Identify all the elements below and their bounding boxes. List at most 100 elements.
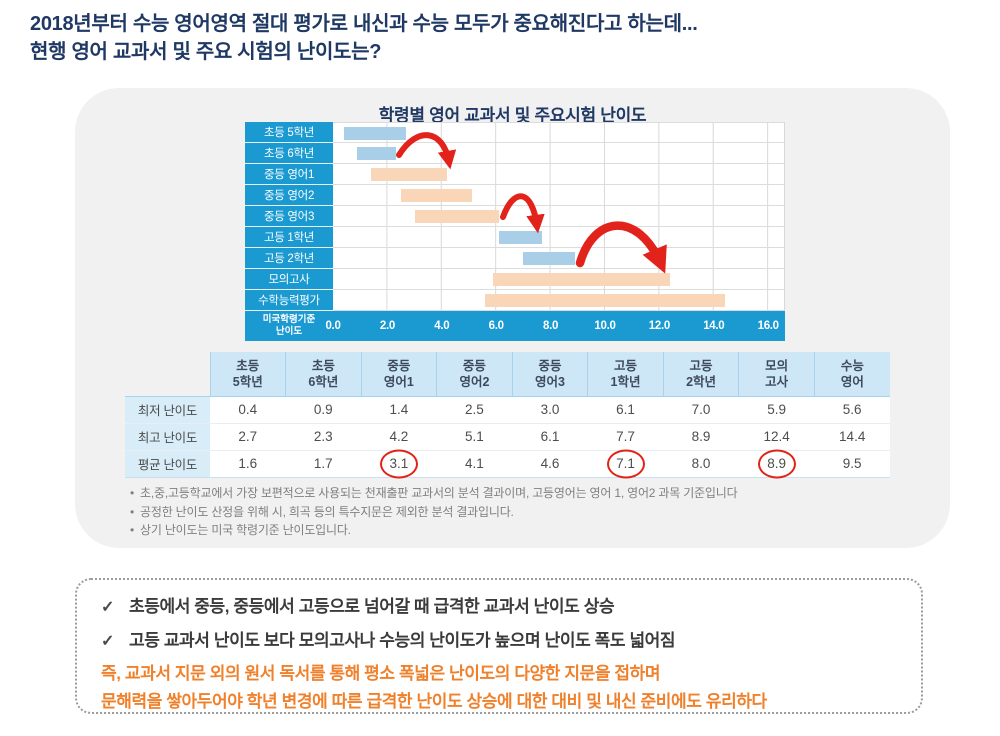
- column-header: 수능 영어: [813, 352, 890, 397]
- column-header-line2: 영어3: [534, 374, 565, 389]
- column-header-line1: 초등: [236, 358, 260, 373]
- value-text: 7.1: [616, 456, 635, 471]
- value-text: 5.1: [465, 429, 484, 444]
- chart-row-label: 중등 영어3: [245, 206, 333, 227]
- column-header: 모의 고사: [738, 352, 815, 397]
- value-cell: 4.1: [436, 450, 513, 478]
- range-bar: [523, 252, 576, 265]
- value-cell: 1.4: [361, 396, 437, 424]
- chart-row: 수학능력평가: [245, 290, 785, 311]
- axis-tick: 16.0: [757, 320, 779, 332]
- column-header-line1: 고등: [614, 358, 638, 373]
- column-header-line1: 초등: [311, 358, 335, 373]
- value-text: 4.6: [540, 456, 560, 471]
- column-header-line2: 영어2: [459, 374, 490, 389]
- range-bar: [343, 127, 407, 140]
- value-cell: 4.6: [512, 450, 588, 478]
- value-text: 4.2: [389, 429, 409, 444]
- value-cell: 2.7: [210, 423, 286, 451]
- chart-row: 초등 5학년: [245, 122, 785, 143]
- column-header: 중등 영어1: [360, 352, 437, 397]
- chart-row-plot: [333, 185, 785, 206]
- chart-row: 중등 영어1: [245, 164, 785, 185]
- column-header: 고등 2학년: [662, 352, 739, 397]
- value-cell: 5.9: [738, 396, 815, 424]
- axis-tick: 14.0: [703, 320, 725, 332]
- check-list: ✓ 초등에서 중등, 중등에서 고등으로 넘어갈 때 급격한 교과서 난이도 상승…: [101, 592, 911, 651]
- chart-row-label: 모의고사: [245, 269, 333, 290]
- chart-row-plot: [333, 290, 785, 311]
- bullet-icon: •: [130, 486, 135, 500]
- chart-row-label: 고등 1학년: [245, 227, 333, 248]
- value-text: 12.4: [763, 429, 790, 444]
- value-cell: 5.6: [814, 396, 890, 424]
- footnote: • 초,중,고등학교에서 가장 보편적으로 사용되는 천재출판 교과서의 분석 결…: [130, 484, 738, 503]
- axis-tick: 6.0: [488, 320, 504, 332]
- value-cell: 3.0: [512, 396, 588, 424]
- axis-ticks: 0.0 2.0 4.0 6.0 8.0 10.0 12.0 14.0 16.0: [325, 311, 785, 341]
- row-label: 최고 난이도: [125, 423, 210, 451]
- axis-tick: 2.0: [379, 320, 395, 332]
- chart-row: 초등 6학년: [245, 143, 785, 164]
- value-text: 4.1: [465, 456, 484, 471]
- value-cell: 12.4: [738, 423, 815, 451]
- column-header: 중등 영어3: [511, 352, 588, 397]
- value-cell: 2.5: [436, 396, 513, 424]
- x-axis-label-line1: 미국학령기준: [262, 313, 316, 325]
- column-header-line2: 6학년: [308, 374, 339, 389]
- value-text: 3.1: [389, 456, 409, 471]
- table-row: 최저 난이도 0.4 0.9 1.4 2.5 3.0 6.1 7.0 5.9 5.6: [125, 396, 890, 424]
- range-bar: [414, 210, 499, 223]
- value-text: 14.4: [839, 429, 866, 444]
- range-bar: [371, 168, 448, 181]
- chart-row-plot: [333, 143, 785, 164]
- value-text: 2.7: [238, 429, 258, 444]
- footnote: • 상기 난이도는 미국 학령기준 난이도입니다.: [130, 521, 737, 540]
- value-cell: 4.2: [361, 423, 437, 451]
- x-axis: 미국학령기준 난이도 0.0 2.0 4.0 6.0 8.0 10.0 12.0 14.0 16…: [245, 311, 785, 341]
- column-header-line2: 1학년: [610, 374, 641, 389]
- range-bar: [498, 231, 543, 244]
- value-text: 3.0: [540, 402, 560, 417]
- value-cell: 5.1: [436, 423, 513, 451]
- axis-tick: 8.0: [543, 320, 559, 332]
- value-cell: 0.9: [285, 396, 362, 424]
- column-header-line1: 수능: [840, 358, 864, 373]
- column-header-line1: 중등: [538, 358, 562, 373]
- page-title: 2018년부터 수능 영어영역 절대 평가로 내신과 수능 모두가 중요해진다고…: [30, 10, 698, 67]
- chart-row-plot: [333, 248, 785, 269]
- bullet-icon: •: [130, 504, 135, 519]
- highlight-lines: 즉, 교과서 지문 외의 원서 독서를 통해 평소 폭넓은 난이도의 다양한 지…: [101, 660, 911, 715]
- x-axis-label-line2: 난이도: [275, 326, 303, 337]
- value-cell: 14.4: [814, 423, 890, 451]
- analysis-card: 학령별 영어 교과서 및 주요시험 난이도 초등 5학년 초등 6학년 중등 영어1…: [75, 88, 950, 548]
- value-cell: 1.6: [210, 450, 286, 478]
- axis-tick: 10.0: [594, 320, 616, 332]
- chart-rows: 초등 5학년 초등 6학년 중등 영어1 중등 영어2 중등 영어3 고등 1학년 고등 2…: [245, 122, 785, 311]
- value-text: 6.1: [616, 402, 635, 417]
- table-header-row: 초등 5학년 초등 6학년 중등 영어1 중등 영어2 중등 영어3 고등 1학년 고등 2학년 모의 고사 수…: [125, 352, 890, 397]
- highlight-text: 즉, 교과서 지문 외의 원서 독서를 통해 평소 폭넓은 난이도의 다양한 지…: [101, 664, 661, 683]
- column-header-line2: 영어: [840, 374, 864, 389]
- chart-row-label: 초등 6학년: [245, 143, 333, 164]
- chart-row: 중등 영어3: [245, 206, 785, 227]
- column-header-line2: 2학년: [686, 374, 717, 389]
- value-cell: 9.5: [814, 450, 890, 478]
- value-text: 6.1: [540, 429, 560, 444]
- value-cell: 2.3: [285, 423, 362, 451]
- column-header: 초등 5학년: [209, 352, 286, 397]
- column-header-line2: 5학년: [232, 374, 263, 389]
- column-header-line2: 영어1: [383, 374, 414, 389]
- value-text: 1.4: [389, 402, 409, 417]
- chart-row-label: 중등 영어2: [245, 185, 333, 206]
- table-body: 최저 난이도 0.4 0.9 1.4 2.5 3.0 6.1 7.0 5.9 5.6 최고 난이도 2…: [125, 396, 890, 478]
- range-bar: [493, 273, 671, 286]
- difficulty-table: 초등 5학년 초등 6학년 중등 영어1 중등 영어2 중등 영어3 고등 1학년 고등 2학년 모의 고사 수…: [125, 352, 890, 478]
- value-cell: 0.4: [210, 396, 286, 424]
- check-text: 초등에서 중등, 중등에서 고등으로 넘어갈 때 급격한 교과서 난이도 상승: [129, 597, 615, 616]
- row-label: 최저 난이도: [125, 396, 210, 424]
- footnotes: • 초,중,고등학교에서 가장 보편적으로 사용되는 천재출판 교과서의 분석 결…: [130, 484, 738, 540]
- range-bar: [485, 294, 725, 307]
- chart-row-label: 수학능력평가: [245, 290, 333, 311]
- column-header: 초등 6학년: [285, 352, 362, 397]
